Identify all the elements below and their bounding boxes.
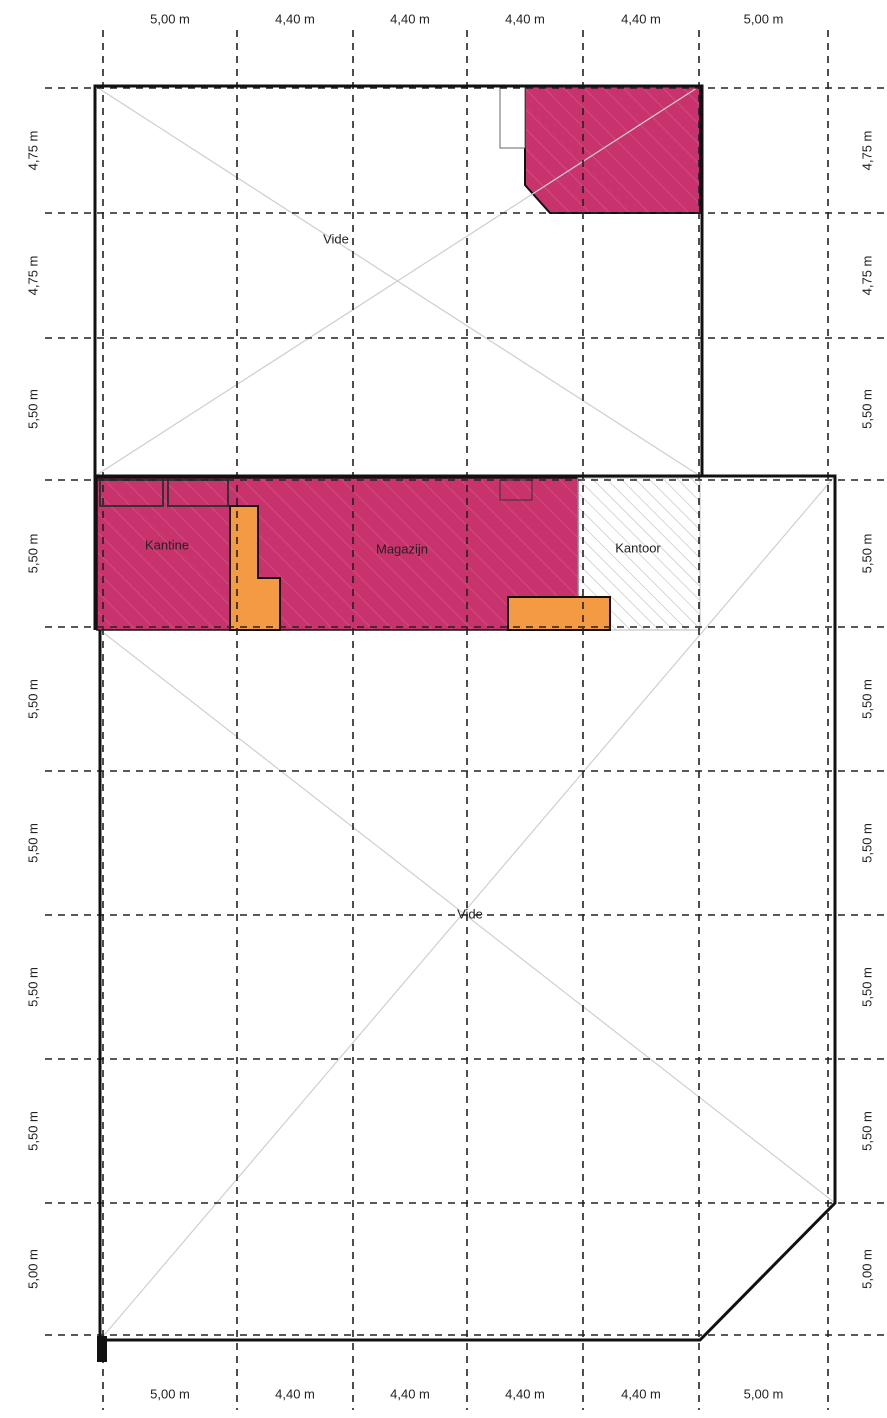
dimension-label: 4,40 m: [275, 1386, 315, 1401]
dimension-label: 4,40 m: [390, 11, 430, 26]
dimension-label: 4,40 m: [621, 11, 661, 26]
dimension-label: 5,00 m: [150, 11, 190, 26]
dimension-label: 5,50 m: [25, 679, 40, 719]
diagonal: [94, 85, 701, 477]
grid: [45, 30, 885, 1410]
walls: [93, 84, 837, 1362]
labels: Vide Kantine Magazijn Kantoor Vide 5,00 …: [25, 11, 874, 1401]
dimension-label: 4,75 m: [859, 256, 874, 296]
room-label: Kantine: [145, 537, 189, 552]
dimension-label: 5,00 m: [744, 11, 784, 26]
dimension-label: 4,75 m: [25, 131, 40, 171]
dimension-label: 5,50 m: [859, 534, 874, 574]
dimension-label: 5,50 m: [859, 389, 874, 429]
dimension-label: 4,40 m: [275, 11, 315, 26]
outer-wall: [93, 84, 837, 1342]
rooms-fill: [96, 85, 701, 631]
room-label: Vide: [323, 231, 349, 246]
dimension-label: 4,75 m: [859, 131, 874, 171]
stair-area: [229, 505, 281, 631]
dimension-label: 5,00 m: [25, 1249, 40, 1289]
dimension-label: 5,50 m: [25, 389, 40, 429]
room-area: [96, 477, 579, 631]
dimension-label: 5,00 m: [150, 1386, 190, 1401]
dimension-label: 5,00 m: [744, 1386, 784, 1401]
dimension-label: 5,50 m: [25, 534, 40, 574]
dimension-label: 5,00 m: [859, 1249, 874, 1289]
room-label: Kantoor: [615, 540, 661, 555]
dimension-label: 5,50 m: [25, 967, 40, 1007]
room-label: Vide: [457, 906, 483, 921]
dimension-label: 4,40 m: [621, 1386, 661, 1401]
room-label: Magazijn: [376, 541, 428, 556]
dimension-label: 4,40 m: [390, 1386, 430, 1401]
toilet: [167, 479, 229, 507]
column: [97, 1336, 107, 1362]
dimension-label: 4,40 m: [505, 11, 545, 26]
dimension-label: 5,50 m: [859, 967, 874, 1007]
toilet: [99, 479, 164, 507]
stair: [499, 85, 526, 149]
dimension-label: 5,50 m: [859, 679, 874, 719]
dimension-label: 5,50 m: [25, 823, 40, 863]
dimension-label: 5,50 m: [25, 1111, 40, 1151]
room-area: [524, 85, 701, 214]
dimension-label: 5,50 m: [859, 823, 874, 863]
stair-area: [507, 596, 611, 631]
dimension-label: 4,75 m: [25, 256, 40, 296]
diagonals: [94, 85, 836, 1341]
dimension-label: 4,40 m: [505, 1386, 545, 1401]
dimension-label: 5,50 m: [859, 1111, 874, 1151]
